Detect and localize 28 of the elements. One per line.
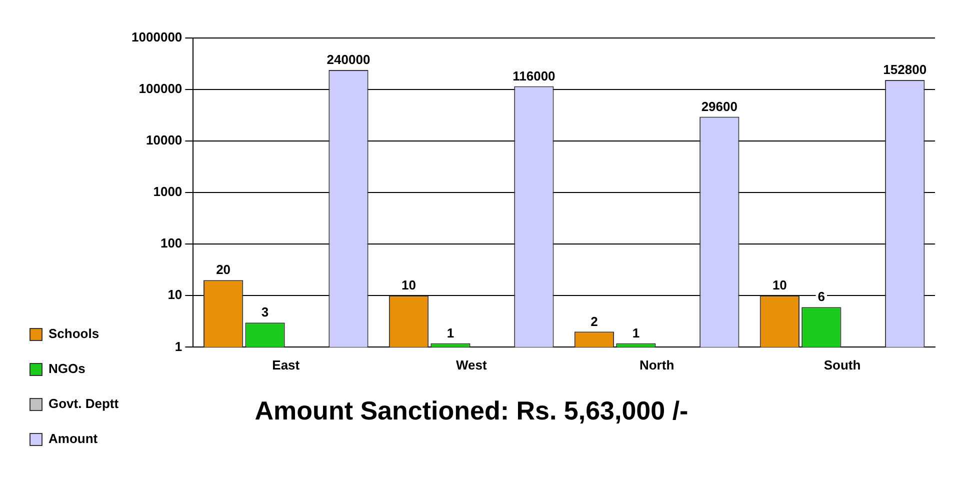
- y-tick-label: 10: [168, 287, 182, 302]
- data-label: 10: [772, 278, 787, 293]
- legend-label: NGOs: [48, 361, 86, 376]
- legend-label: Schools: [48, 326, 100, 342]
- data-label: 152800: [883, 62, 927, 78]
- y-tick-label: 100: [160, 236, 182, 251]
- x-tick-label: North: [639, 358, 674, 373]
- x-tick-label: West: [456, 358, 488, 373]
- data-label: 240000: [326, 52, 370, 68]
- data-label: 1: [632, 325, 640, 340]
- data-label: 3: [261, 304, 269, 320]
- x-tick-label: South: [824, 358, 861, 373]
- data-label: 20: [216, 262, 231, 278]
- y-tick-label: 10000: [146, 132, 182, 148]
- data-label: 10: [402, 278, 416, 293]
- legend-label: Govt. Deptt: [48, 396, 120, 412]
- data-label: 6: [818, 289, 826, 304]
- y-tick-label: 1000: [153, 184, 182, 200]
- data-label: 29600: [701, 98, 738, 114]
- data-label: 1: [446, 325, 454, 340]
- y-tick-label: 100000: [138, 81, 182, 96]
- data-label: 116000: [512, 68, 556, 84]
- data-label: 2: [590, 314, 598, 329]
- y-tick-label: 1: [174, 338, 182, 354]
- legend-label: Amount: [48, 431, 98, 446]
- text: Amount Sanctioned: Rs. 5,63,000 /-: [254, 396, 688, 426]
- y-tick-label: 1000000: [132, 30, 182, 45]
- x-tick-label: East: [272, 358, 300, 373]
